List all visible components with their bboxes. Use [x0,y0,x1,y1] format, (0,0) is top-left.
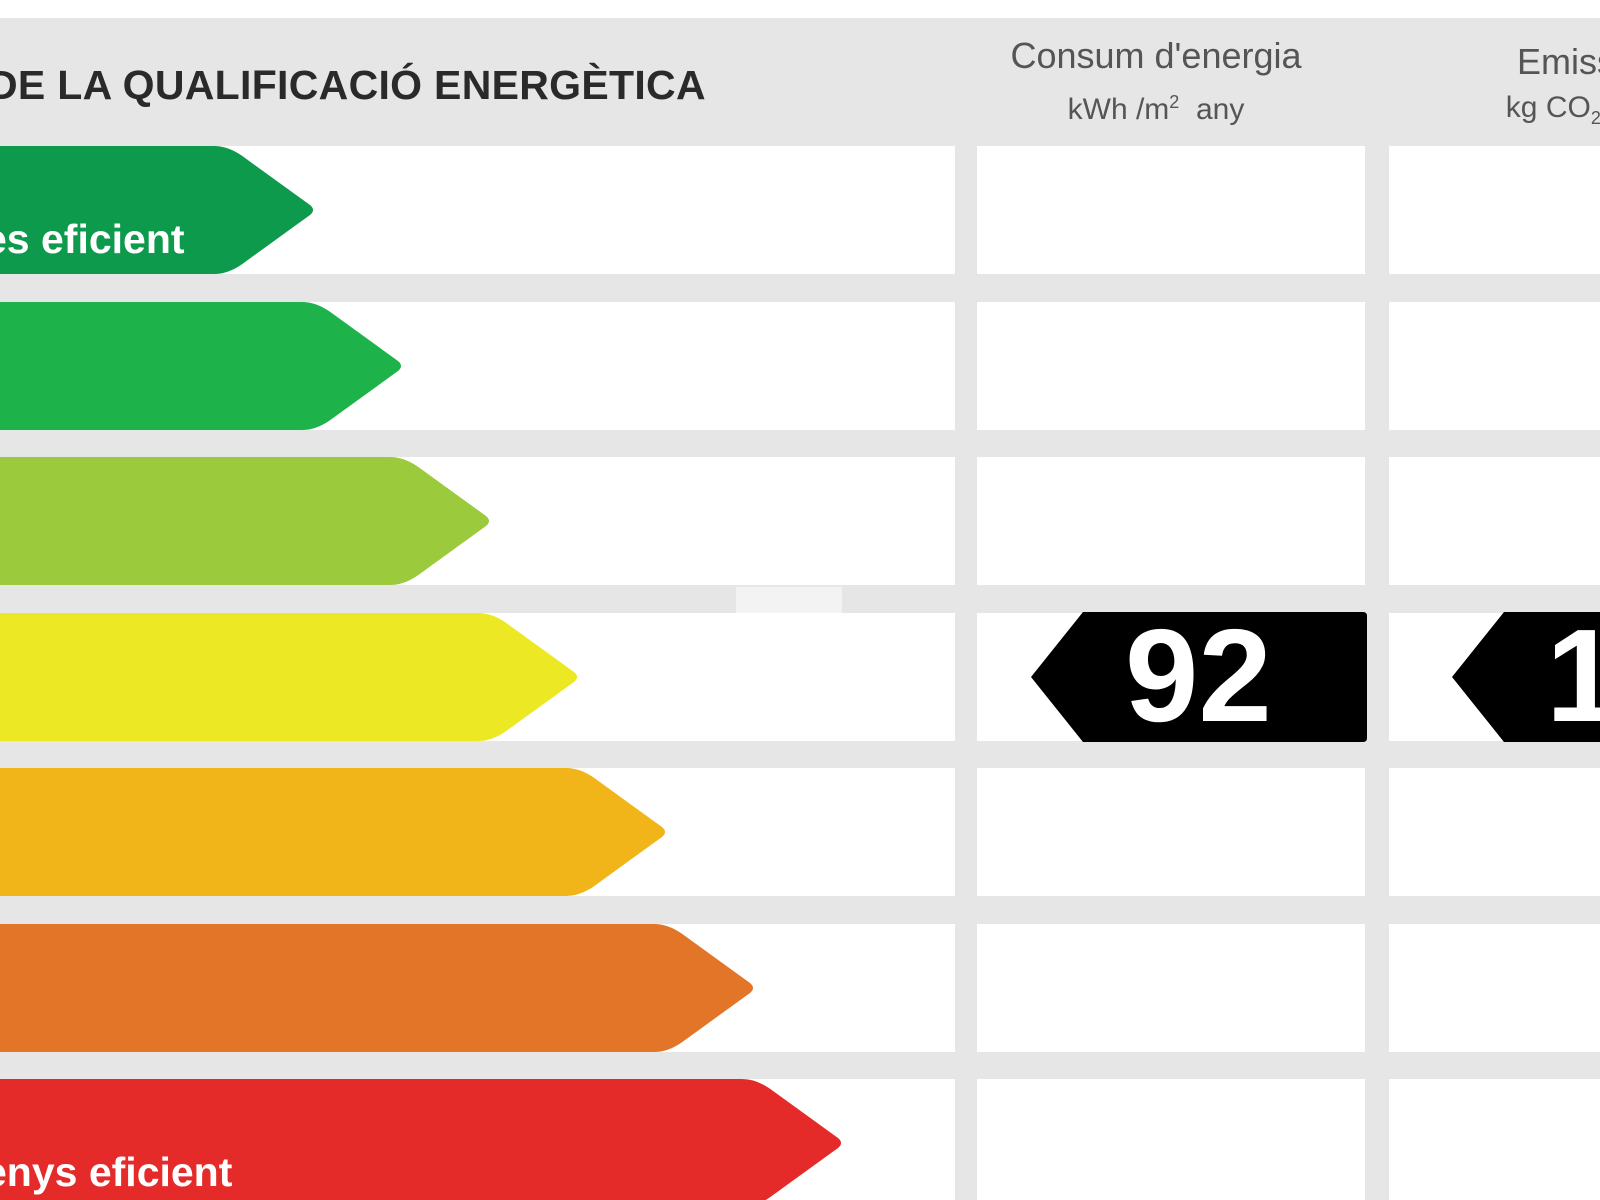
rating-arrow [0,924,756,1052]
rating-arrow-shape [0,302,401,430]
emissions-cell [1389,768,1600,896]
emissions-cell [1389,146,1600,274]
emissions-marker: 1 [1452,602,1600,749]
rating-arrow [0,768,668,896]
consumption-cell [977,924,1365,1052]
rating-arrow-label: enys eficient [0,1149,233,1195]
energy-rating-label: DE LA QUALIFICACIÓ ENERGÈTICA Consum d'e… [0,18,1600,1200]
consumption-cell [977,302,1365,430]
rating-arrow-shape [0,1079,841,1200]
consumption-cell [977,146,1365,274]
energy-consumption-marker-value: 92 [1125,602,1272,749]
rating-arrow-shape [0,457,489,585]
emissions-cell [1389,457,1600,585]
consumption-cell [977,768,1365,896]
rating-arrow-shape [0,146,313,274]
energy-consumption-marker: 92 [1031,602,1367,749]
emissions-marker-shape [1452,612,1600,742]
rating-arrow [0,457,492,585]
rating-arrow-label: es eficient [0,216,185,262]
rating-arrow: enys eficient [0,1079,844,1200]
energy-consumption-marker-shape [1031,612,1367,742]
rating-arrow-shape [0,613,577,741]
emissions-header: Emissi kg CO2 / [1390,40,1600,138]
rating-arrow [0,613,580,741]
emissions-cell [1389,1079,1600,1200]
energy-consumption-header: Consum d'energia kWh /m2 any [976,34,1336,130]
emissions-marker-value: 1 [1546,602,1600,749]
energy-consumption-unit: kWh /m2 any [1067,92,1245,126]
print-artifact [736,587,842,613]
rating-arrow [0,302,404,430]
emissions-cell [1389,924,1600,1052]
rating-arrow-shape [0,924,753,1052]
consumption-cell [977,1079,1365,1200]
rating-arrow: es eficient [0,146,316,274]
emissions-cell [1389,302,1600,430]
emissions-unit: kg CO2 / [1505,91,1600,128]
emissions-heading: Emissi [1517,41,1600,82]
energy-consumption-heading: Consum d'energia [1010,35,1302,76]
rating-arrow-shape [0,768,665,896]
label-title: DE LA QUALIFICACIÓ ENERGÈTICA [0,62,706,108]
consumption-cell [977,457,1365,585]
